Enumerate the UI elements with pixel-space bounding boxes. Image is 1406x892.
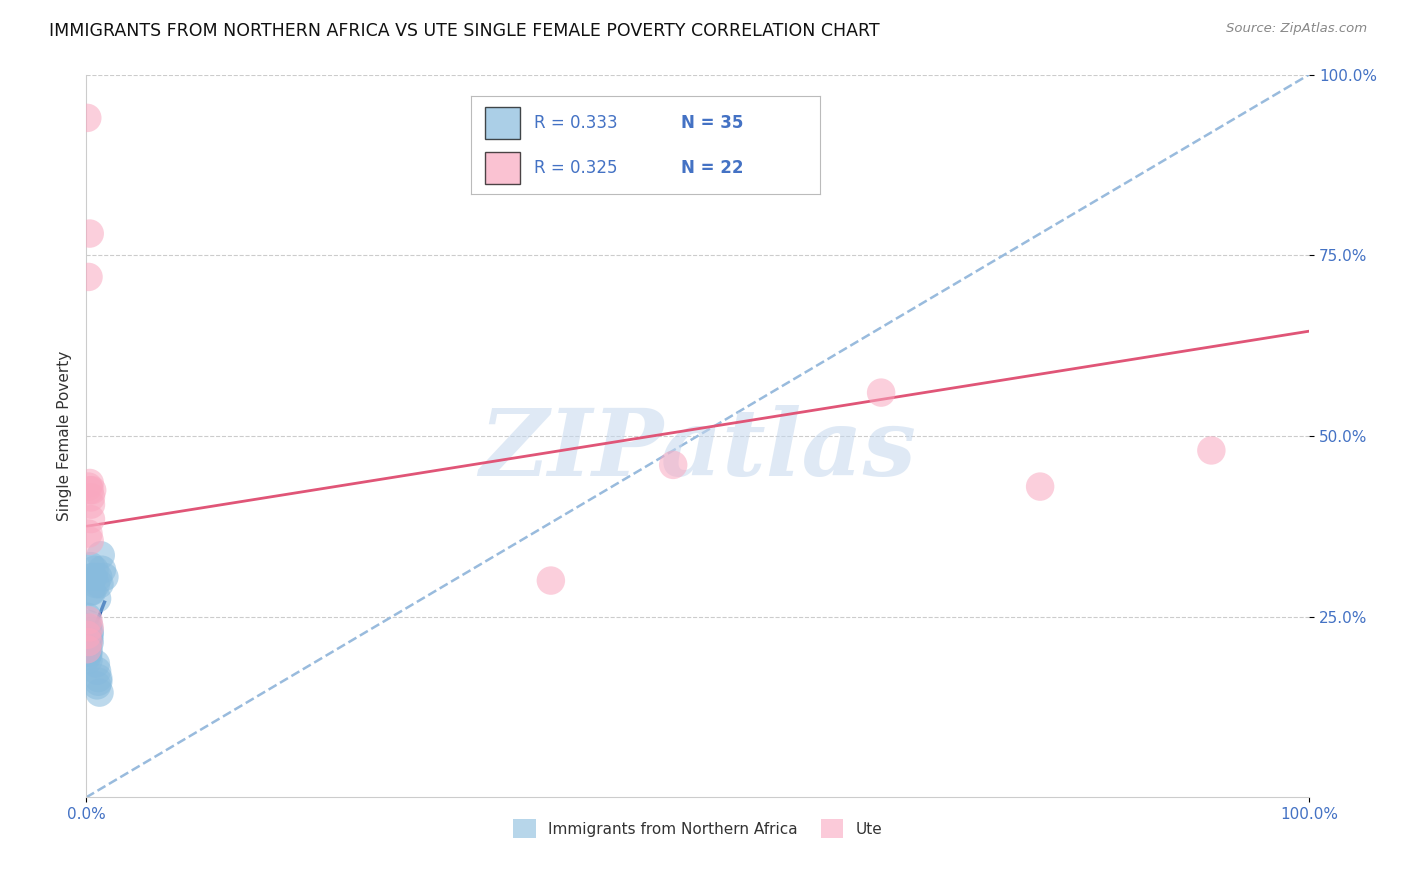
- Point: [80, 498, 103, 512]
- Point: [1201, 443, 1223, 458]
- Point: [77, 642, 100, 657]
- Point: [76, 649, 98, 664]
- Point: [82, 570, 104, 584]
- Point: [76, 632, 98, 646]
- Point: [77, 646, 100, 660]
- Point: [870, 385, 893, 400]
- Point: [86, 678, 108, 692]
- Point: [77, 480, 100, 494]
- Point: [82, 570, 104, 584]
- Point: [79, 624, 101, 639]
- Point: [80, 559, 103, 574]
- Point: [662, 458, 685, 472]
- Point: [84, 577, 107, 591]
- Text: IMMIGRANTS FROM NORTHERN AFRICA VS UTE SINGLE FEMALE POVERTY CORRELATION CHART: IMMIGRANTS FROM NORTHERN AFRICA VS UTE S…: [49, 22, 880, 40]
- Point: [76, 630, 98, 644]
- Text: ZIPatlas: ZIPatlas: [479, 406, 917, 495]
- Point: [82, 584, 104, 599]
- Point: [84, 657, 107, 671]
- Point: [79, 483, 101, 498]
- Point: [76, 642, 98, 657]
- Point: [82, 483, 104, 498]
- Point: [79, 628, 101, 642]
- Point: [79, 621, 101, 635]
- Point: [80, 584, 103, 599]
- Point: [77, 635, 100, 649]
- Point: [83, 563, 105, 577]
- Legend: Immigrants from Northern Africa, Ute: Immigrants from Northern Africa, Ute: [506, 814, 889, 844]
- Point: [77, 635, 100, 649]
- Point: [79, 533, 101, 548]
- Point: [76, 111, 98, 125]
- Point: [79, 227, 101, 241]
- Point: [80, 491, 103, 505]
- Point: [91, 563, 114, 577]
- Point: [76, 609, 98, 624]
- Point: [89, 685, 111, 699]
- Point: [77, 653, 100, 667]
- Point: [77, 613, 100, 627]
- Point: [89, 577, 111, 591]
- Point: [77, 632, 100, 646]
- Point: [80, 512, 103, 526]
- Point: [87, 671, 110, 685]
- Point: [77, 269, 100, 284]
- Point: [540, 574, 562, 588]
- Point: [77, 616, 100, 631]
- Point: [76, 628, 98, 642]
- Point: [76, 621, 98, 635]
- Point: [76, 646, 98, 660]
- Y-axis label: Single Female Poverty: Single Female Poverty: [58, 351, 72, 521]
- Point: [90, 548, 112, 562]
- Point: [79, 475, 101, 490]
- Point: [86, 664, 108, 678]
- Point: [87, 674, 110, 689]
- Point: [79, 635, 101, 649]
- Point: [77, 526, 100, 541]
- Point: [76, 639, 98, 653]
- Point: [87, 570, 110, 584]
- Text: Source: ZipAtlas.com: Source: ZipAtlas.com: [1226, 22, 1367, 36]
- Point: [93, 570, 115, 584]
- Point: [1029, 480, 1052, 494]
- Point: [86, 591, 108, 606]
